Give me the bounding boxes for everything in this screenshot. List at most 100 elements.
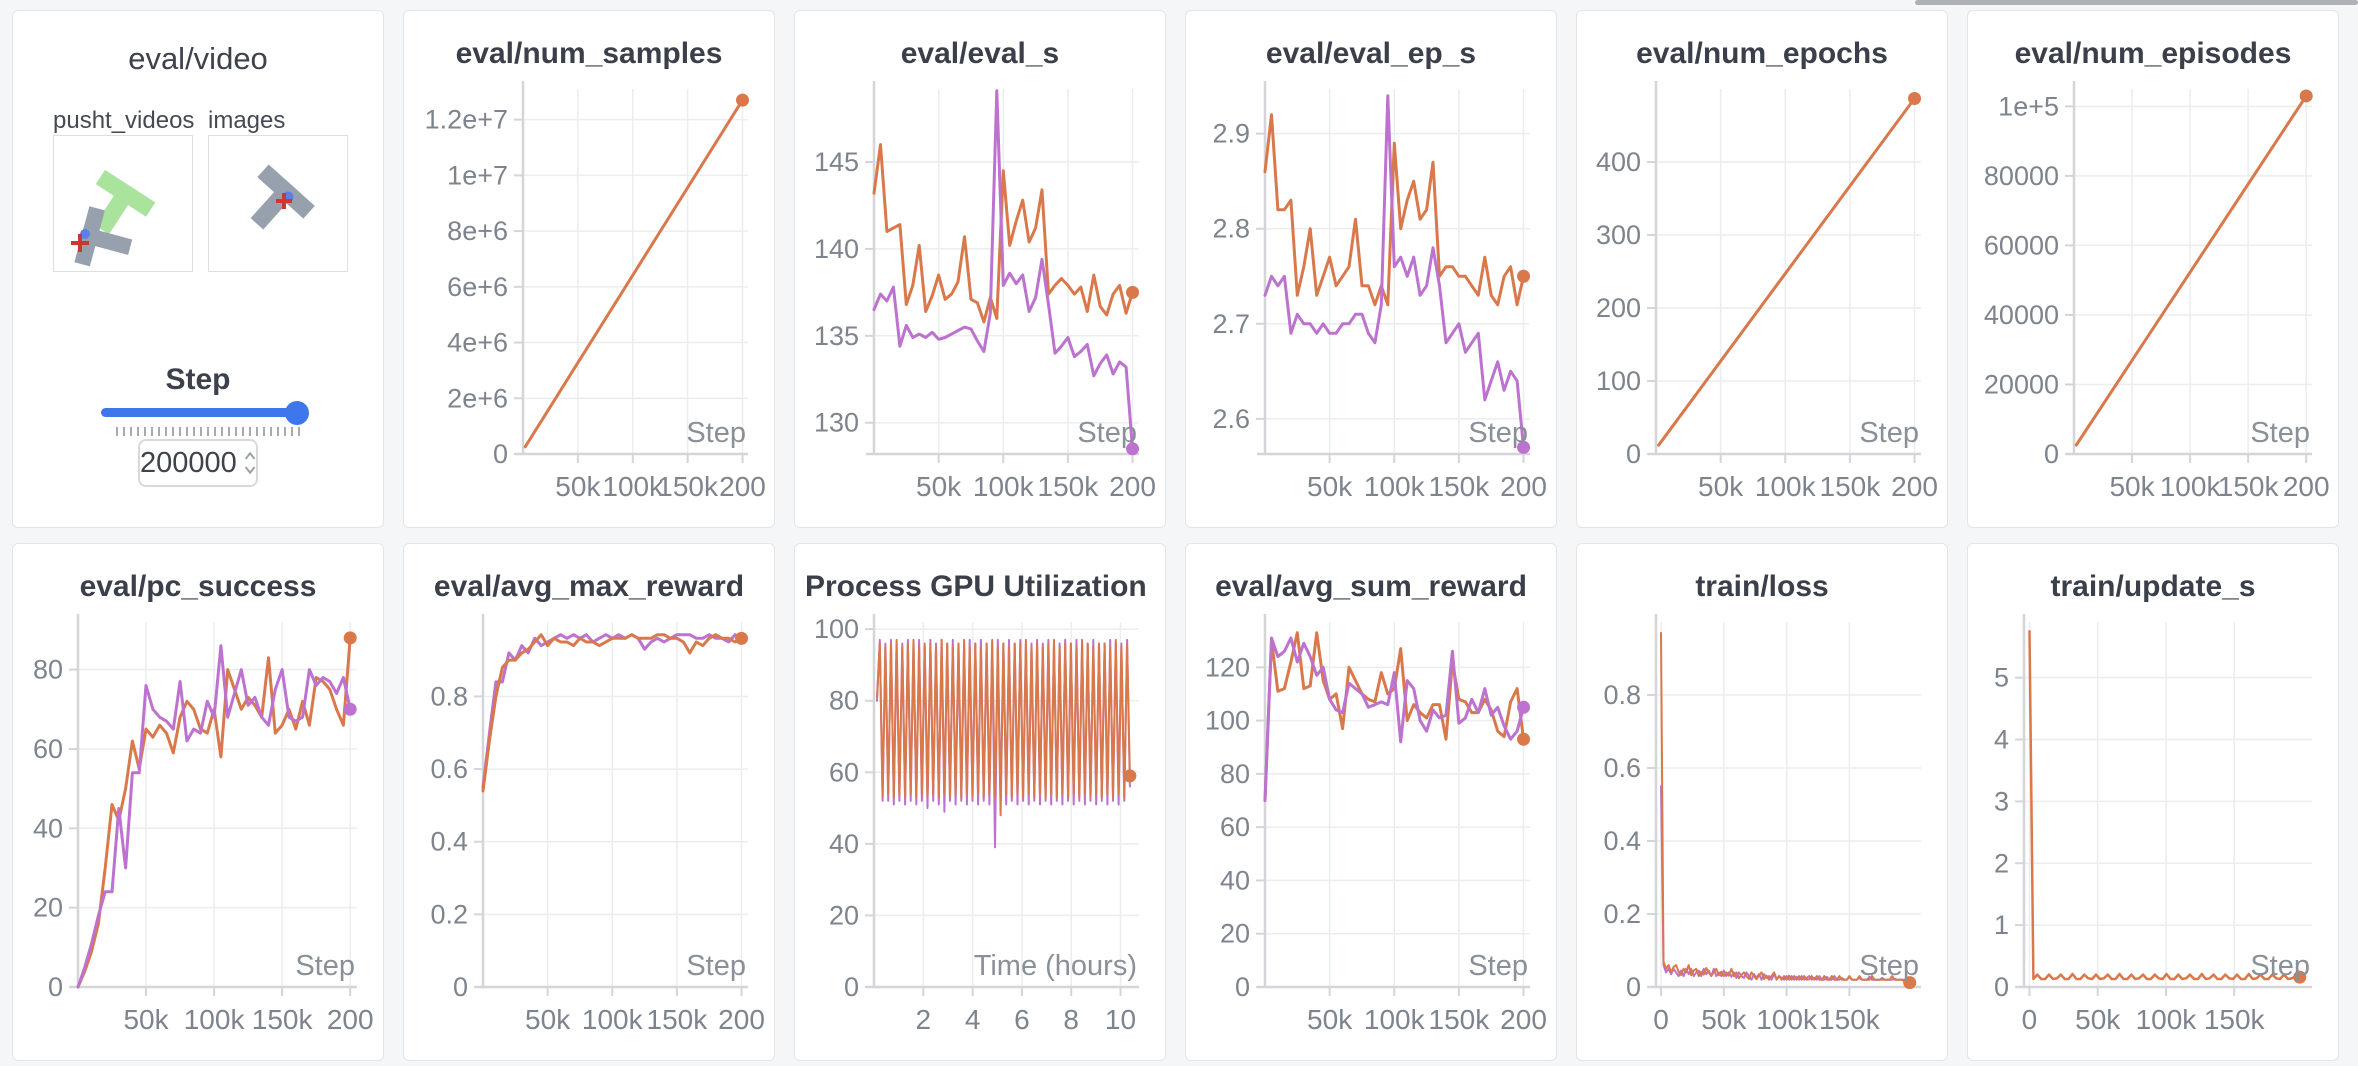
chart-panel-eval-eval-s[interactable]: 50k 100k 150k 200 130 135 140 145 Step eval/eval…: [794, 10, 1166, 528]
line-chart: 0 50k 100k 150k 0 0.2 0.4 0.6 0.8 Step: [1603, 614, 1921, 1035]
panel-title: eval/num_episodes: [2014, 37, 2292, 70]
svg-text:Step: Step: [1859, 417, 1919, 449]
svg-text:200: 200: [1500, 471, 1547, 502]
svg-text:50k: 50k: [123, 1004, 169, 1035]
panel-grid: eval/video pusht_videos images: [12, 10, 2339, 1061]
svg-text:80000: 80000: [1984, 161, 2059, 191]
svg-text:Step: Step: [1468, 950, 1528, 982]
svg-text:145: 145: [814, 147, 859, 177]
svg-text:135: 135: [814, 321, 859, 351]
svg-text:1.2e+7: 1.2e+7: [425, 105, 508, 135]
svg-text:100: 100: [1596, 366, 1641, 396]
step-slider[interactable]: [101, 408, 305, 417]
svg-text:Step: Step: [2250, 417, 2310, 449]
svg-text:130: 130: [814, 408, 859, 438]
svg-text:50k: 50k: [1307, 471, 1353, 502]
svg-text:Step: Step: [1468, 417, 1528, 449]
svg-text:100k: 100k: [582, 1004, 644, 1035]
video-thumbnail-images[interactable]: [208, 135, 348, 272]
svg-text:150k: 150k: [252, 1004, 314, 1035]
svg-text:50k: 50k: [1701, 1004, 1747, 1035]
svg-text:60: 60: [33, 734, 63, 764]
chart-panel-eval-num-samples[interactable]: 50k 100k 150k 200 0 2e+6 4e+6 6e+6 8e+6 1e+7 1.2e+…: [403, 10, 775, 528]
svg-text:100k: 100k: [2160, 471, 2222, 502]
svg-text:0.8: 0.8: [1603, 680, 1641, 710]
svg-text:0.8: 0.8: [430, 681, 468, 711]
svg-text:8e+6: 8e+6: [447, 216, 508, 246]
pusht-scene-image: [250, 164, 315, 230]
svg-text:0: 0: [844, 972, 859, 1002]
svg-text:50k: 50k: [555, 471, 601, 502]
svg-text:100: 100: [814, 614, 859, 644]
line-chart: 0 50k 100k 150k 0 1 2 3 4 5 Step: [1994, 614, 2312, 1035]
svg-text:1: 1: [1994, 910, 2009, 940]
chart-panel-eval-num-episodes[interactable]: 50k 100k 150k 200 0 20000 40000 60000 80000 1e+5 S…: [1967, 10, 2339, 528]
panel-title: train/loss: [1695, 570, 1829, 603]
svg-text:200: 200: [719, 471, 766, 502]
chart-panel-eval-num-epochs[interactable]: 50k 100k 150k 200 0 100 200 300 400 Step eval/num…: [1576, 10, 1948, 528]
step-value[interactable]: 200000: [140, 446, 237, 479]
svg-text:150k: 150k: [1429, 471, 1491, 502]
svg-text:Time (hours): Time (hours): [974, 950, 1137, 982]
thumbnail-label: images: [208, 107, 286, 134]
svg-text:Step: Step: [1077, 417, 1137, 449]
svg-text:150k: 150k: [657, 471, 719, 502]
chart-panel-eval-pc-success[interactable]: 50k 100k 150k 200 0 20 40 60 80 Step eval/pc_succ…: [12, 543, 384, 1061]
panel-title: train/update_s: [2050, 570, 2256, 603]
svg-text:6: 6: [1014, 1004, 1030, 1035]
svg-text:120: 120: [1205, 652, 1250, 682]
svg-text:150k: 150k: [1038, 471, 1100, 502]
chart-panel-train-loss[interactable]: 0 50k 100k 150k 0 0.2 0.4 0.6 0.8 Step train/loss: [1576, 543, 1948, 1061]
chart-panel-process-gpu-utilization[interactable]: 2 4 6 8 10 0 20 40 60 80 100 Time (hours) Process G…: [794, 543, 1166, 1061]
svg-text:100: 100: [1205, 706, 1250, 736]
svg-text:20: 20: [1220, 919, 1250, 949]
svg-text:4e+6: 4e+6: [447, 328, 508, 358]
panel-title: eval/eval_ep_s: [1265, 37, 1477, 70]
panel-title: eval/num_epochs: [1636, 37, 1888, 70]
svg-text:2.7: 2.7: [1212, 309, 1250, 339]
svg-text:80: 80: [829, 686, 859, 716]
chart-panel-eval-avg-sum-reward[interactable]: 50k 100k 150k 200 0 20 40 60 80 100 120 Step eval/a…: [1185, 543, 1557, 1061]
horizontal-scrollbar[interactable]: [1915, 0, 2358, 5]
chart-panel-train-update-s[interactable]: 0 50k 100k 150k 0 1 2 3 4 5 Step train/update_s: [1967, 543, 2339, 1061]
svg-text:200: 200: [1596, 293, 1641, 323]
line-chart: 50k 100k 150k 200 0 20 40 60 80 100 120 Step: [1205, 614, 1547, 1035]
svg-text:0: 0: [453, 972, 468, 1002]
svg-text:300: 300: [1596, 220, 1641, 250]
svg-text:0: 0: [2044, 439, 2059, 469]
svg-text:60: 60: [829, 757, 859, 787]
svg-text:100k: 100k: [184, 1004, 246, 1035]
panel-title: Process GPU Utilization (%): [805, 570, 1155, 603]
step-slider-handle[interactable]: [285, 401, 309, 425]
svg-text:0: 0: [1994, 972, 2009, 1002]
spinner-arrows-icon[interactable]: [244, 447, 256, 479]
svg-text:Step: Step: [686, 950, 746, 982]
line-chart: 50k 100k 150k 200 0 20 40 60 80 Step: [33, 614, 374, 1035]
svg-text:100k: 100k: [602, 471, 664, 502]
svg-text:4: 4: [1994, 725, 2009, 755]
svg-text:150k: 150k: [2218, 471, 2280, 502]
svg-text:Step: Step: [2250, 950, 2310, 982]
svg-text:0.2: 0.2: [1603, 899, 1641, 929]
line-chart: 50k 100k 150k 200 0 100 200 300 400 Step: [1596, 81, 1938, 502]
svg-text:400: 400: [1596, 147, 1641, 177]
svg-text:200: 200: [2283, 471, 2330, 502]
svg-text:200: 200: [1891, 471, 1938, 502]
svg-text:Step: Step: [1859, 950, 1919, 982]
svg-text:20: 20: [829, 900, 859, 930]
svg-text:140: 140: [814, 234, 859, 264]
svg-text:50k: 50k: [916, 471, 962, 502]
step-value-input[interactable]: 200000: [138, 439, 258, 487]
svg-text:150k: 150k: [1429, 1004, 1491, 1035]
slider-tick-ruler: [116, 427, 300, 436]
video-thumbnail-pusht-videos[interactable]: [53, 135, 193, 272]
chart-panel-eval-eval-ep-s[interactable]: 50k 100k 150k 200 2.6 2.7 2.8 2.9 Step eval/eval…: [1185, 10, 1557, 528]
svg-text:0.6: 0.6: [430, 754, 468, 784]
svg-text:60000: 60000: [1984, 230, 2059, 260]
svg-text:40000: 40000: [1984, 300, 2059, 330]
step-slider-label: Step: [165, 363, 231, 396]
pusht-scene-image: [71, 169, 156, 267]
chart-panel-eval-avg-max-reward[interactable]: 50k 100k 150k 200 0 0.2 0.4 0.6 0.8 Step eval/avg…: [403, 543, 775, 1061]
